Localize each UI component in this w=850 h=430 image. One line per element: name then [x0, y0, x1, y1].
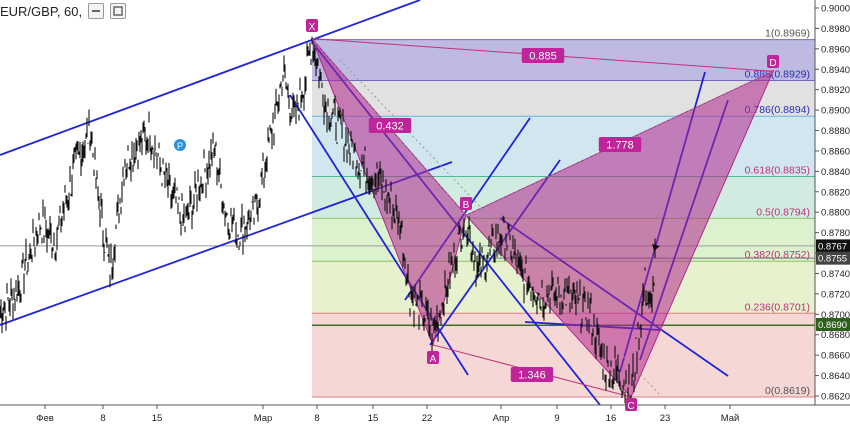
- price-badge-label: 0.8767: [818, 241, 847, 252]
- fib-level-label: 0.382(0.8752): [745, 249, 810, 261]
- x-tick-label: Фев: [36, 413, 54, 424]
- ratio-label-box: [598, 137, 642, 152]
- x-tick-label: 15: [368, 413, 379, 424]
- y-tick-label: 0.8700: [821, 310, 850, 321]
- ratio-label: 0.885: [529, 51, 557, 63]
- y-tick-label: 0.8840: [821, 167, 850, 178]
- point-label-box: [427, 351, 439, 364]
- x-tick-label: Мар: [254, 413, 273, 424]
- x-tick-label: 16: [606, 413, 617, 424]
- time-axis-bg: [0, 405, 850, 430]
- y-tick-label: 0.8660: [821, 351, 850, 362]
- x-tick-label: 9: [554, 413, 559, 424]
- point-label-box: [460, 197, 472, 210]
- ratio-label-box: [521, 48, 565, 63]
- y-tick-label: 0.8680: [821, 330, 850, 341]
- settings-icon[interactable]: [110, 3, 127, 19]
- y-tick-label: 0.8920: [821, 85, 850, 96]
- target-line: [312, 324, 815, 327]
- x-tick-label: 15: [152, 413, 163, 424]
- bd-ratio-line: [465, 70, 774, 216]
- y-tick-label: 0.8860: [821, 146, 850, 157]
- point-label-b: B: [463, 200, 470, 211]
- y-tick-label: 0.8960: [821, 44, 850, 55]
- point-label-box: [306, 19, 318, 32]
- point-label-d: D: [769, 58, 776, 69]
- channel-line: [0, 0, 421, 156]
- y-tick-label: 0.8900: [821, 106, 850, 117]
- ratio-label: 1.346: [518, 370, 546, 382]
- y-tick-label: 0.8940: [821, 65, 850, 76]
- price-axis-bg: [815, 0, 850, 430]
- price-series: [0, 36, 656, 415]
- ratio-label-box: [368, 118, 412, 133]
- ratio-label-box: [510, 367, 554, 382]
- fib-level-label: 0.5(0.8794): [756, 206, 810, 218]
- y-tick-label: 0.8740: [821, 269, 850, 280]
- x-tick-label: 8: [100, 413, 105, 424]
- fib-level-label: 0.786(0.8894): [745, 104, 810, 116]
- symbol-title: EUR/GBP, 60,: [0, 3, 83, 19]
- xb-ratio-line: [311, 38, 467, 216]
- y-tick-label: 0.8820: [821, 187, 850, 198]
- y-tick-label: 0.8880: [821, 126, 850, 137]
- fib-level-label: 0.236(0.8701): [745, 301, 810, 313]
- price-bars: [0, 36, 656, 415]
- y-tick-label: 0.9000: [821, 4, 850, 15]
- x-tick-label: 22: [422, 413, 433, 424]
- y-tick-label: 0.8800: [821, 208, 850, 219]
- point-label-a: A: [430, 354, 437, 365]
- y-tick-label: 0.8620: [821, 392, 850, 403]
- point-label-box: [767, 55, 779, 68]
- marker-label: P: [177, 141, 183, 151]
- price-badge: [816, 239, 850, 253]
- fib-band: [312, 313, 815, 398]
- price-badge-label: 0.8755: [818, 254, 847, 265]
- x-tick-label: 8: [314, 413, 319, 424]
- minimize-icon[interactable]: [88, 3, 105, 19]
- chart-header: EUR/GBP, 60,: [0, 0, 127, 22]
- fib-level-label: 1(0.8969): [765, 28, 810, 40]
- y-tick-label: 0.8720: [821, 289, 850, 300]
- price-badge-label: 0.8690: [818, 320, 847, 331]
- xc-ratio-line: [339, 59, 661, 396]
- point-label-x: X: [309, 22, 316, 33]
- annotations: 0.432 1.778 1.346 0.885 X A B C D P: [174, 19, 779, 412]
- y-tick-label: 0.8640: [821, 371, 850, 382]
- fib-level-label: 0(0.8619): [765, 385, 810, 397]
- y-tick-label: 0.8980: [821, 24, 850, 35]
- point-label-box: [625, 398, 637, 411]
- cursor-marker: [652, 244, 660, 251]
- x-tick-label: 23: [660, 413, 671, 424]
- price-badge: [816, 251, 850, 265]
- y-tick-label: 0.8780: [821, 228, 850, 239]
- x-tick-label: Май: [721, 413, 740, 424]
- x-tick-label: Апр: [493, 413, 510, 424]
- ratio-label: 1.778: [606, 140, 634, 152]
- marker-circle: [174, 139, 186, 151]
- fib-level-label: 0.618(0.8835): [745, 164, 810, 176]
- price-badge: [816, 318, 850, 332]
- ratio-label: 0.432: [376, 121, 404, 133]
- point-label-c: C: [627, 401, 634, 412]
